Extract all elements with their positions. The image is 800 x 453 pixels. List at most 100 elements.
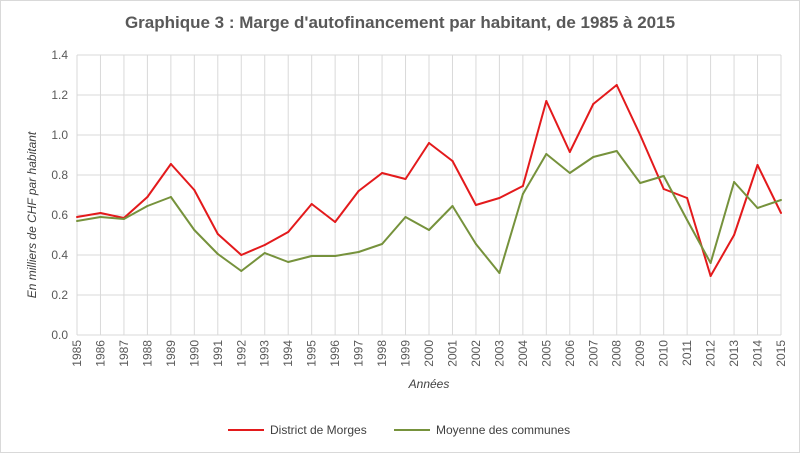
x-tick-label: 1994 (281, 340, 295, 367)
data-point-moyenne (568, 172, 571, 174)
x-tick-label: 2005 (539, 340, 553, 367)
data-point-district (99, 212, 102, 214)
x-tick-label: 2008 (610, 340, 624, 367)
x-tick-label: 1992 (234, 340, 248, 367)
x-tick-label: 2010 (657, 340, 671, 367)
y-tick-label: 0.8 (51, 168, 68, 182)
data-point-district (686, 197, 689, 199)
data-point-district (193, 189, 196, 191)
y-axis-title: En milliers de CHF par habitant (25, 131, 39, 298)
data-point-moyenne (498, 272, 501, 274)
legend: District de Morges Moyenne des communes (228, 423, 570, 437)
data-point-district (592, 103, 595, 105)
x-tick-label: 2013 (727, 340, 741, 367)
x-axis-title: Années (408, 377, 450, 391)
x-tick-label: 1989 (164, 340, 178, 367)
x-tick-label: 2000 (422, 340, 436, 367)
y-tick-label: 1.2 (51, 88, 68, 102)
x-tick-label: 1986 (93, 340, 107, 367)
data-point-district (240, 254, 243, 256)
data-point-district (76, 216, 78, 218)
x-tick-label: 1991 (211, 340, 225, 367)
data-point-moyenne (76, 220, 78, 222)
x-tick-label: 2009 (633, 340, 647, 367)
y-tick-label: 1.4 (51, 48, 68, 62)
data-point-moyenne (310, 255, 313, 257)
data-point-moyenne (263, 252, 266, 254)
data-point-district (428, 142, 430, 144)
data-point-district (733, 234, 736, 236)
data-point-district (568, 151, 571, 153)
x-tick-label: 2014 (751, 340, 765, 367)
data-point-district (310, 203, 313, 205)
y-tick-label: 0.6 (51, 208, 68, 222)
x-tick-label: 1997 (352, 340, 366, 367)
x-tick-label: 1987 (117, 340, 131, 367)
data-point-district (545, 100, 548, 102)
data-point-district (216, 233, 219, 235)
y-tick-label: 0.4 (51, 248, 68, 262)
data-point-moyenne (169, 196, 172, 198)
x-tick-label: 2004 (516, 340, 530, 367)
data-point-moyenne (146, 205, 149, 207)
x-tick-label: 1990 (187, 340, 201, 367)
x-tick-label: 2015 (774, 340, 788, 367)
data-point-moyenne (428, 229, 430, 231)
data-point-moyenne (334, 255, 337, 257)
data-point-moyenne (545, 153, 548, 155)
data-point-district (709, 275, 712, 277)
data-point-moyenne (357, 251, 360, 253)
data-point-moyenne (521, 193, 524, 195)
data-point-moyenne (404, 216, 407, 218)
data-point-district (615, 84, 618, 86)
data-point-district (263, 244, 266, 246)
data-point-district (498, 197, 501, 199)
data-point-moyenne (193, 229, 196, 231)
data-point-district (381, 172, 384, 174)
data-point-district (756, 164, 759, 166)
y-tick-label: 1.0 (51, 128, 68, 142)
data-point-moyenne (216, 253, 219, 255)
data-point-district (521, 185, 524, 187)
x-tick-label: 1998 (375, 340, 389, 367)
data-point-district (287, 231, 290, 233)
x-tick-label: 2006 (563, 340, 577, 367)
data-point-moyenne (99, 216, 102, 218)
y-tick-label: 0.0 (51, 328, 68, 342)
x-tick-label: 2003 (492, 340, 506, 367)
data-point-district (334, 221, 337, 223)
data-point-moyenne (662, 175, 665, 177)
data-point-moyenne (615, 150, 618, 152)
x-tick-label: 2011 (680, 340, 694, 366)
x-tick-label: 2001 (445, 340, 459, 367)
data-point-moyenne (381, 243, 384, 245)
data-point-moyenne (592, 156, 595, 158)
legend-label-moyenne: Moyenne des communes (436, 423, 570, 437)
x-tick-label: 1993 (258, 340, 272, 367)
gridlines (76, 54, 782, 336)
x-tick-label: 2012 (704, 340, 718, 367)
x-tick-label: 1996 (328, 340, 342, 367)
data-point-moyenne (733, 181, 736, 183)
x-axis-ticks: 1985 1986 1987 1988 1989 1990 1991 1992 1993 1994… (70, 340, 788, 367)
data-point-moyenne (122, 218, 125, 220)
data-point-moyenne (639, 182, 642, 184)
data-point-moyenne (709, 262, 712, 264)
x-tick-label: 1995 (305, 340, 319, 367)
data-point-district (639, 134, 642, 136)
legend-label-district: District de Morges (270, 423, 367, 437)
x-tick-label: 2002 (469, 340, 483, 367)
data-point-moyenne (756, 207, 759, 209)
y-tick-label: 0.2 (51, 288, 68, 302)
data-point-district (357, 190, 360, 192)
data-point-district (780, 212, 782, 214)
data-point-district (146, 196, 149, 198)
data-point-moyenne (474, 243, 477, 245)
data-point-district (451, 160, 454, 162)
series-lines (76, 84, 782, 277)
data-point-moyenne (287, 261, 290, 263)
data-point-district (169, 163, 172, 165)
y-axis-ticks: 0.0 0.2 0.4 0.6 0.8 1.0 1.2 1.4 (51, 48, 68, 342)
data-point-district (662, 188, 665, 190)
